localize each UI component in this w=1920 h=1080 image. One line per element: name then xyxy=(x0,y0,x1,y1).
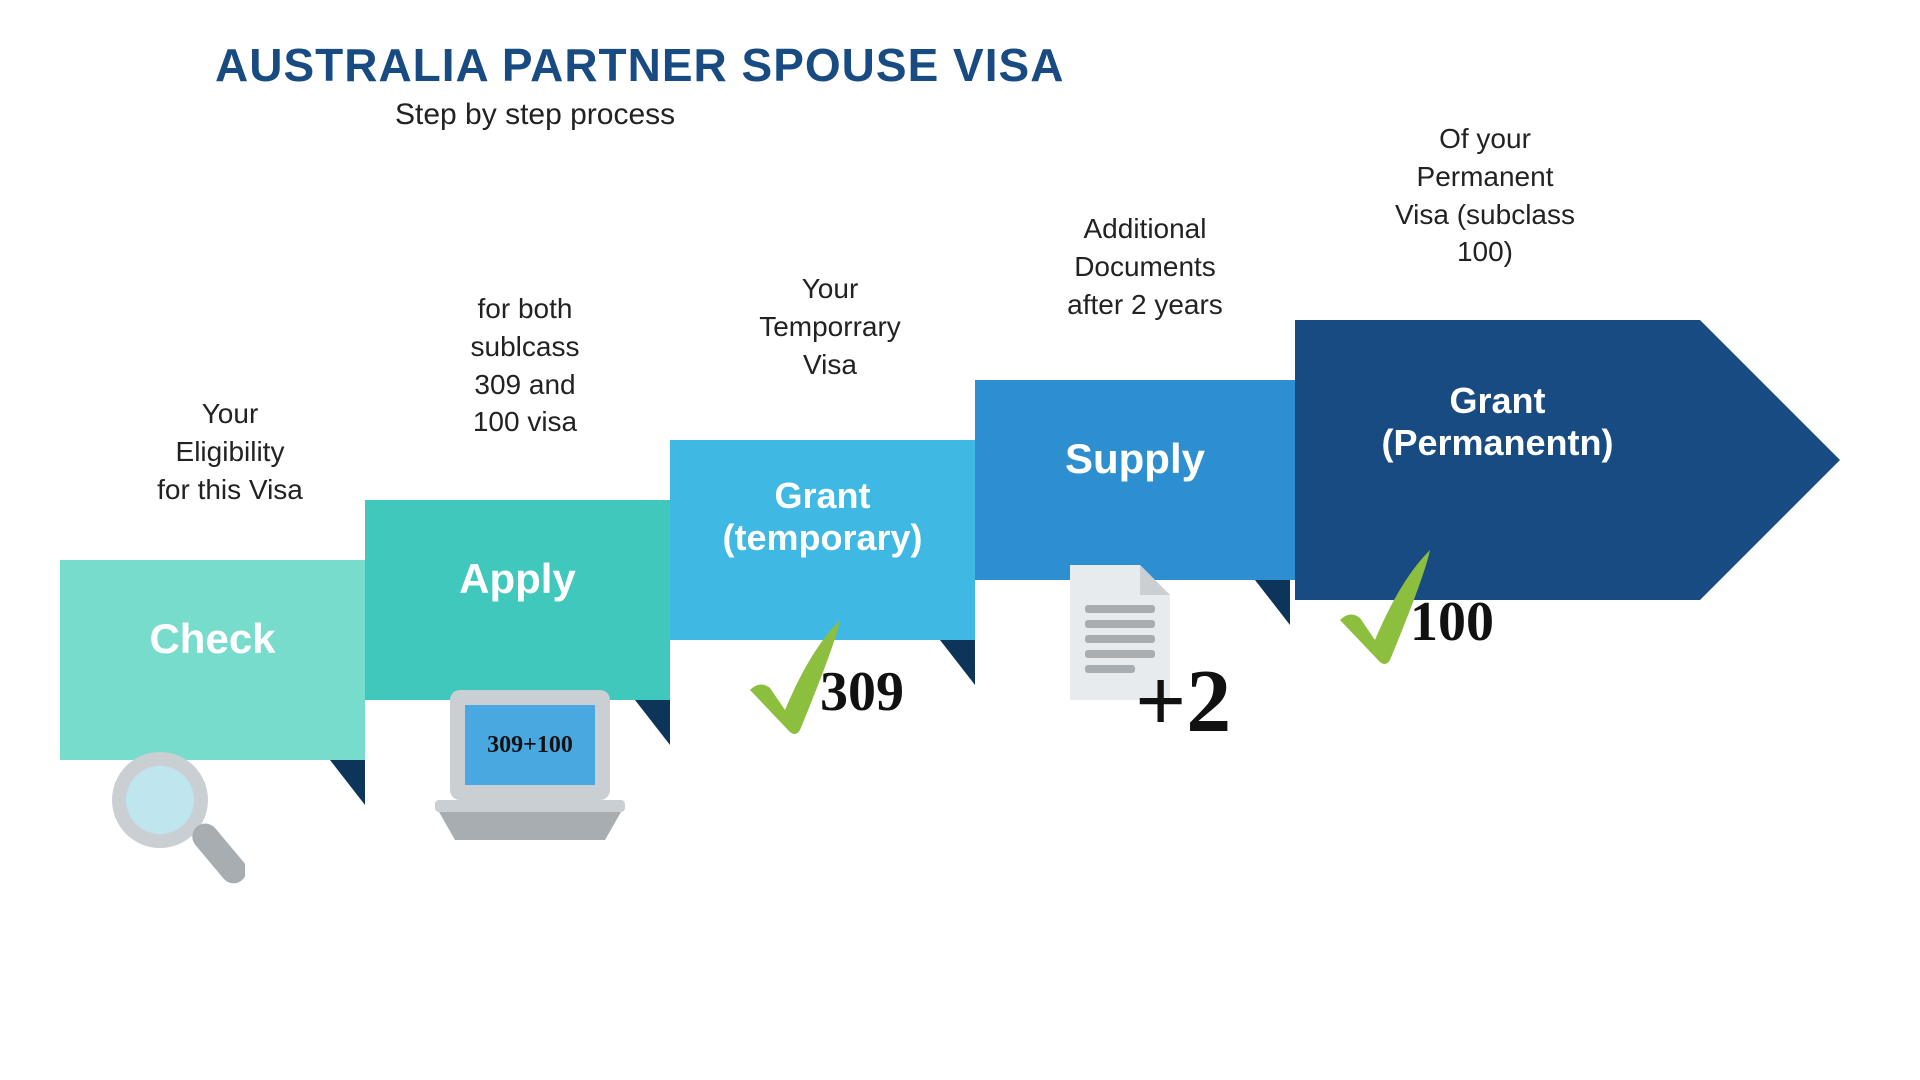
step-big-number: 309 xyxy=(820,660,904,724)
step-box: Supply xyxy=(975,380,1295,580)
arrow-head xyxy=(1700,320,1840,600)
step-big-number: 100 xyxy=(1410,590,1494,654)
step-desc: Of your Permanent Visa (subclass 100) xyxy=(1355,120,1615,271)
step-label: Grant (Permanentn) xyxy=(1381,380,1613,464)
step-box: Check xyxy=(60,560,365,760)
step-desc: Your Temporrary Visa xyxy=(720,270,940,383)
step-box: Apply xyxy=(365,500,670,700)
step-label: Apply xyxy=(459,555,576,603)
step-notch xyxy=(635,700,670,745)
infographic-canvas: AUSTRALIA PARTNER SPOUSE VISA Step by st… xyxy=(0,0,1920,1080)
magnifier-icon-wrap xyxy=(95,740,245,915)
page-subtitle: Step by step process xyxy=(395,98,675,132)
step-notch xyxy=(940,640,975,685)
step-desc: Your Eligibility for this Visa xyxy=(120,395,340,508)
svg-text:309+100: 309+100 xyxy=(487,732,573,758)
magnifier-icon xyxy=(95,740,245,910)
step-label: Supply xyxy=(1065,435,1205,483)
laptop-icon-wrap: 309+100 xyxy=(420,680,640,865)
step-big-number: +2 xyxy=(1135,650,1231,753)
step-label: Grant (temporary) xyxy=(722,475,922,559)
step-desc: Additional Documents after 2 years xyxy=(1025,210,1265,323)
step-label: Check xyxy=(149,615,275,663)
laptop-icon: 309+100 xyxy=(420,680,640,860)
step-notch xyxy=(1255,580,1290,625)
step-desc: for both sublcass 309 and 100 visa xyxy=(415,290,635,441)
step-notch xyxy=(330,760,365,805)
page-title: AUSTRALIA PARTNER SPOUSE VISA xyxy=(215,38,1064,92)
